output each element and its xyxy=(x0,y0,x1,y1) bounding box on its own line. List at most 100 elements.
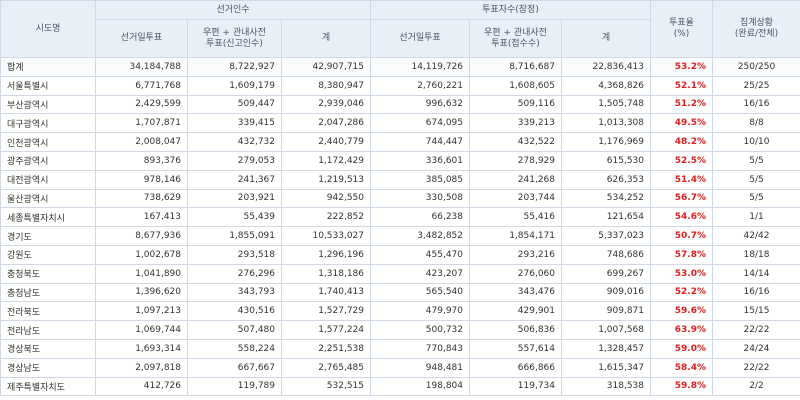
voters-total-cell: 699,267 xyxy=(561,263,651,284)
electors-mail-cell: 1,855,091 xyxy=(187,226,282,246)
count-status-cell: 5/5 xyxy=(712,188,800,209)
electors-total-cell: 10,533,027 xyxy=(281,226,371,246)
table-row: 세종특별자치시 167,413 55,439 222,852 66,238 55… xyxy=(0,207,800,228)
region-name: 강원도 xyxy=(0,244,96,265)
header-voters-election-day: 선거일투표 xyxy=(370,19,470,58)
voters-day-cell: 479,970 xyxy=(370,301,470,322)
electors-mail-cell: 293,518 xyxy=(187,244,282,265)
table-body: 합계 34,184,788 8,722,927 42,907,715 14,11… xyxy=(0,57,800,397)
header-electors-group: 선거인수 xyxy=(95,0,371,20)
electors-mail-cell: 509,447 xyxy=(187,94,282,115)
region-name: 대전광역시 xyxy=(0,169,96,190)
electors-day-cell: 1,396,620 xyxy=(95,282,188,303)
voters-mail-cell: 278,929 xyxy=(469,150,562,171)
electors-total-cell: 1,219,513 xyxy=(281,169,371,190)
voters-day-cell: 385,085 xyxy=(370,169,470,190)
region-name: 경상남도 xyxy=(0,357,96,378)
table-row: 경상남도 2,097,818 667,667 2,765,485 948,481… xyxy=(0,357,800,378)
count-status-cell: 22/22 xyxy=(712,320,800,340)
voters-total-cell: 121,654 xyxy=(561,207,651,228)
electors-mail-cell: 119,789 xyxy=(187,376,282,397)
voters-day-cell: 336,601 xyxy=(370,150,470,171)
turnout-rate-cell: 51.4% xyxy=(650,169,713,190)
region-name: 대구광역시 xyxy=(0,113,96,134)
voters-mail-cell: 343,476 xyxy=(469,282,562,303)
voters-total-cell: 909,016 xyxy=(561,282,651,303)
electors-total-cell: 2,440,779 xyxy=(281,132,371,152)
electors-day-cell: 1,002,678 xyxy=(95,244,188,265)
table-row: 경기도 8,677,936 1,855,091 10,533,027 3,482… xyxy=(0,226,800,246)
turnout-rate-cell: 59.0% xyxy=(650,338,713,359)
table-row: 제주특별자치도 412,726 119,789 532,515 198,804 … xyxy=(0,376,800,397)
header-voters-mail-early: 우편 + 관내사전 투표(접수수) xyxy=(469,19,562,58)
electors-mail-cell: 279,053 xyxy=(187,150,282,171)
electors-day-cell: 2,429,599 xyxy=(95,94,188,115)
table-row: 전라남도 1,069,744 507,480 1,577,224 500,732… xyxy=(0,320,800,340)
table-row: 전라북도 1,097,213 430,516 1,527,729 479,970… xyxy=(0,301,800,322)
electors-day-cell: 1,693,314 xyxy=(95,338,188,359)
voters-total-cell: 626,353 xyxy=(561,169,651,190)
electors-day-cell: 6,771,768 xyxy=(95,75,188,96)
header-turnout: 투표율 (%) xyxy=(650,0,713,58)
voters-day-cell: 423,207 xyxy=(370,263,470,284)
electors-day-cell: 2,008,047 xyxy=(95,132,188,152)
electors-mail-cell: 55,439 xyxy=(187,207,282,228)
voters-day-cell: 66,238 xyxy=(370,207,470,228)
count-status-cell: 25/25 xyxy=(712,75,800,96)
electors-day-cell: 1,707,871 xyxy=(95,113,188,134)
region-name: 충청북도 xyxy=(0,263,96,284)
turnout-rate-cell: 49.5% xyxy=(650,113,713,134)
count-status-cell: 16/16 xyxy=(712,94,800,115)
voters-total-cell: 1,615,347 xyxy=(561,357,651,378)
electors-mail-cell: 1,609,179 xyxy=(187,75,282,96)
voters-total-cell: 1,328,457 xyxy=(561,338,651,359)
voters-total-cell: 615,530 xyxy=(561,150,651,171)
count-status-cell: 22/22 xyxy=(712,357,800,378)
electors-mail-cell: 276,296 xyxy=(187,263,282,284)
count-status-cell: 5/5 xyxy=(712,150,800,171)
voters-mail-cell: 509,116 xyxy=(469,94,562,115)
region-name: 인천광역시 xyxy=(0,132,96,152)
voters-mail-cell: 429,901 xyxy=(469,301,562,322)
count-status-cell: 14/14 xyxy=(712,263,800,284)
voters-total-cell: 534,252 xyxy=(561,188,651,209)
count-status-cell: 250/250 xyxy=(712,57,800,77)
table-row: 인천광역시 2,008,047 432,732 2,440,779 744,44… xyxy=(0,132,800,152)
electors-total-cell: 2,939,046 xyxy=(281,94,371,115)
voters-mail-cell: 293,216 xyxy=(469,244,562,265)
region-name: 서울특별시 xyxy=(0,75,96,96)
count-status-cell: 15/15 xyxy=(712,301,800,322)
count-status-cell: 8/8 xyxy=(712,113,800,134)
header-voters-group: 투표자수(잠정) xyxy=(370,0,651,20)
electors-total-cell: 1,318,186 xyxy=(281,263,371,284)
region-name: 부산광역시 xyxy=(0,94,96,115)
voters-mail-cell: 432,522 xyxy=(469,132,562,152)
voters-total-cell: 748,686 xyxy=(561,244,651,265)
voters-mail-cell: 1,854,171 xyxy=(469,226,562,246)
voters-total-cell: 909,871 xyxy=(561,301,651,322)
table-row: 서울특별시 6,771,768 1,609,179 8,380,947 2,76… xyxy=(0,75,800,96)
voters-day-cell: 770,843 xyxy=(370,338,470,359)
region-name: 경상북도 xyxy=(0,338,96,359)
table-row: 강원도 1,002,678 293,518 1,296,196 455,470 … xyxy=(0,244,800,265)
electors-mail-cell: 667,667 xyxy=(187,357,282,378)
count-status-cell: 18/18 xyxy=(712,244,800,265)
table-row: 충청북도 1,041,890 276,296 1,318,186 423,207… xyxy=(0,263,800,284)
table-row: 부산광역시 2,429,599 509,447 2,939,046 996,63… xyxy=(0,94,800,115)
header-electors-total: 계 xyxy=(281,19,371,58)
count-status-cell: 1/1 xyxy=(712,207,800,228)
electors-mail-cell: 507,480 xyxy=(187,320,282,340)
voters-day-cell: 14,119,726 xyxy=(370,57,470,77)
table-row: 대구광역시 1,707,871 339,415 2,047,286 674,09… xyxy=(0,113,800,134)
turnout-rate-cell: 53.0% xyxy=(650,263,713,284)
header-region: 시도명 xyxy=(0,0,96,58)
voters-mail-cell: 666,866 xyxy=(469,357,562,378)
region-name: 전라남도 xyxy=(0,320,96,340)
turnout-rate-cell: 63.9% xyxy=(650,320,713,340)
voters-mail-cell: 506,836 xyxy=(469,320,562,340)
electors-day-cell: 412,726 xyxy=(95,376,188,397)
electors-day-cell: 1,097,213 xyxy=(95,301,188,322)
count-status-cell: 42/42 xyxy=(712,226,800,246)
electors-total-cell: 222,852 xyxy=(281,207,371,228)
